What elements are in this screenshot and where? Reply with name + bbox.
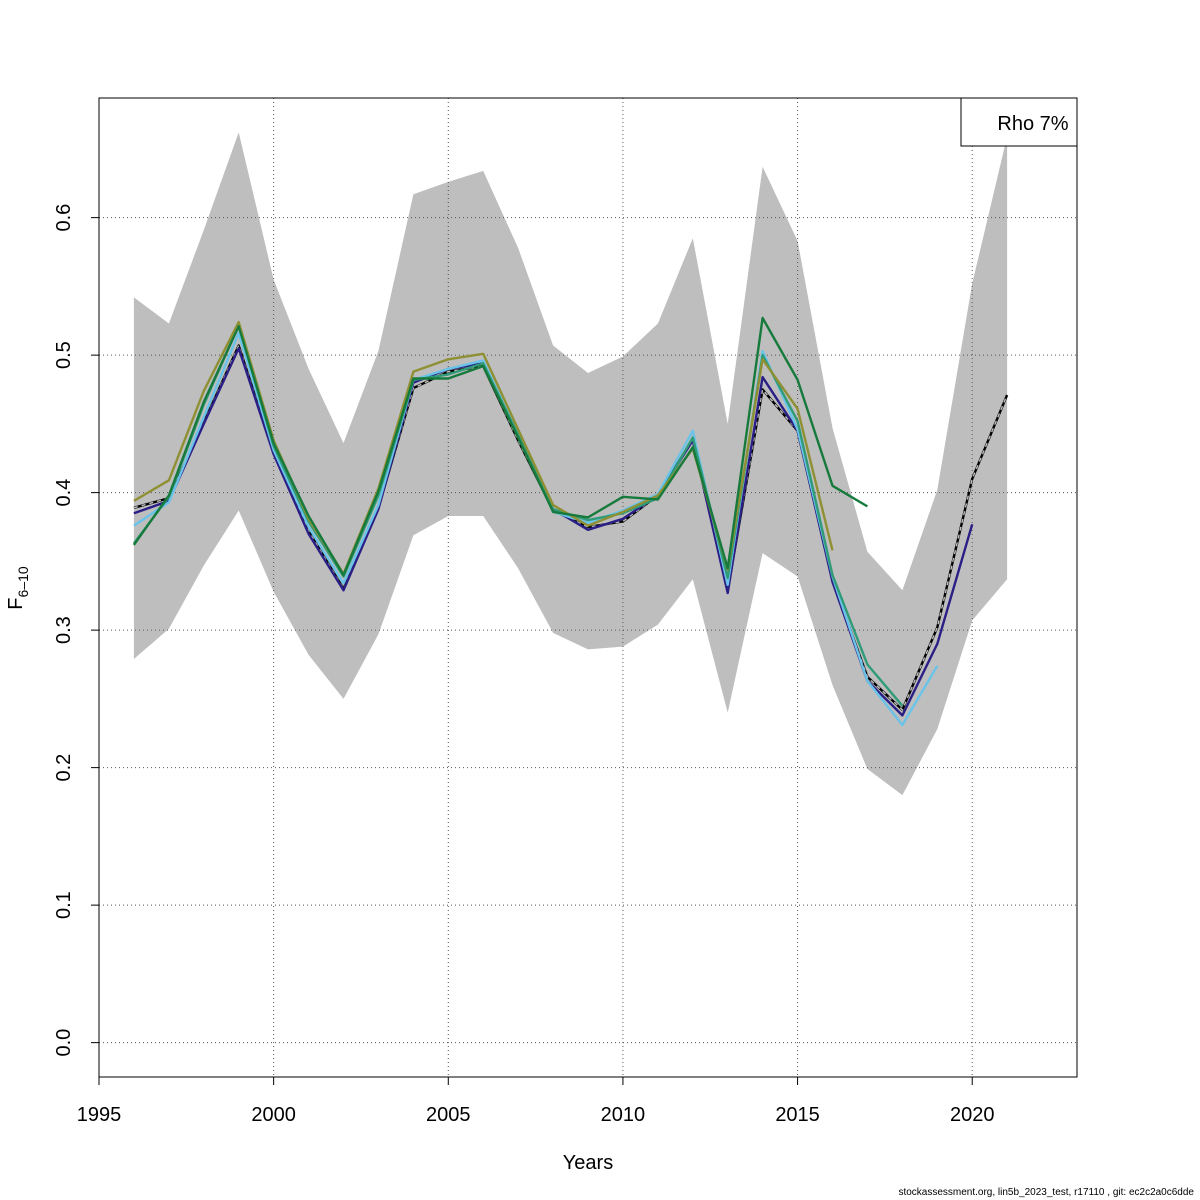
y-tick-label: 0.5 <box>53 341 75 369</box>
x-tick-label: 2005 <box>426 1104 471 1126</box>
x-tick-label: 1995 <box>77 1104 122 1126</box>
x-tick-label: 2020 <box>950 1104 995 1126</box>
y-tick-label: 0.6 <box>53 204 75 232</box>
footer-credit: stockassessment.org, lin5b_2023_test, r1… <box>898 1187 1194 1198</box>
x-tick-label: 2010 <box>601 1104 646 1126</box>
series-layer <box>132 316 1009 727</box>
y-tick-label: 0.3 <box>53 616 75 644</box>
x-tick-label: 2015 <box>775 1104 820 1126</box>
y-axis-title-main: F <box>5 597 27 609</box>
legend-box <box>960 97 1078 147</box>
y-tick-label: 0.2 <box>53 754 75 782</box>
series-line-6 <box>132 316 869 577</box>
y-axis-title: F6–10 <box>5 566 31 610</box>
y-axis-title-subscript: 6–10 <box>15 566 31 597</box>
confidence-band <box>133 132 1008 796</box>
confidence-band-layer <box>133 132 1008 796</box>
y-tick-label: 0.1 <box>53 891 75 919</box>
axis-layer: 1995 2000 2005 2010 2015 2020 0.0 0.1 0.2 0.3 0.4 0… <box>53 204 994 1126</box>
legend-text: Rho 7% <box>997 113 1068 135</box>
y-tick-label: 0.0 <box>53 1029 75 1057</box>
x-axis-title: Years <box>563 1152 613 1174</box>
grid-layer <box>98 98 1077 1077</box>
x-tick-label: 2000 <box>251 1104 296 1126</box>
y-tick-label: 0.4 <box>53 479 75 507</box>
legend: Rho 7% <box>960 97 1078 147</box>
